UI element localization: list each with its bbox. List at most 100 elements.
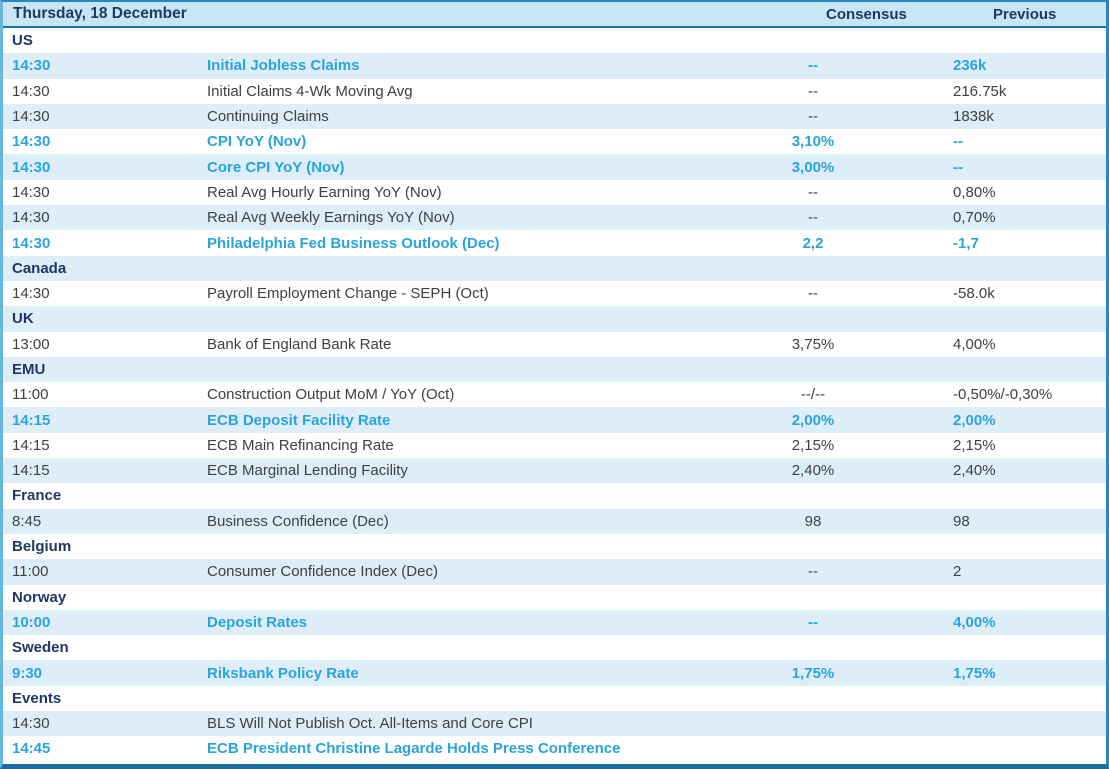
event-row: 11:00 Consumer Confidence Index (Dec) -- 2 <box>3 559 1106 585</box>
event-name: ECB Main Refinancing Rate <box>207 436 394 454</box>
event-row: 14:30 Philadelphia Fed Business Outlook (… <box>3 230 1106 256</box>
event-previous: -58.0k <box>953 285 995 303</box>
event-previous: 2,15% <box>953 436 996 454</box>
section-label: Events <box>12 689 62 707</box>
event-previous: 2 <box>953 563 962 581</box>
section-row-norway: Norway <box>3 584 1106 610</box>
event-consensus: 2,00% <box>791 411 835 429</box>
event-previous: 2,40% <box>953 462 996 480</box>
event-row: 11:00 Construction Output MoM / YoY (Oct)… <box>3 382 1106 408</box>
event-time: 14:30 <box>12 108 50 126</box>
section-label: Sweden <box>12 639 69 657</box>
section-label: France <box>12 487 62 505</box>
event-consensus: 98 <box>804 512 822 530</box>
event-time: 14:30 <box>12 57 51 75</box>
event-consensus: -- <box>808 108 818 126</box>
section-row-sweden: Sweden <box>3 635 1106 661</box>
event-previous: 0,80% <box>953 183 996 201</box>
event-name: Real Avg Weekly Earnings YoY (Nov) <box>207 209 455 227</box>
event-name: Initial Jobless Claims <box>207 57 360 75</box>
event-time: 14:30 <box>12 133 51 151</box>
event-consensus: 3,00% <box>791 158 835 176</box>
event-name: CPI YoY (Nov) <box>207 133 307 151</box>
event-row: 14:45 ECB President Christine Lagarde Hol… <box>3 736 1106 762</box>
event-row: 14:30 Real Avg Hourly Earning YoY (Nov) --… <box>3 179 1106 206</box>
event-consensus: -- <box>808 613 818 631</box>
event-time: 14:30 <box>12 183 50 201</box>
event-name: Real Avg Hourly Earning YoY (Nov) <box>207 183 442 201</box>
event-time: 14:30 <box>12 715 50 733</box>
event-consensus: 2,15% <box>791 436 835 454</box>
event-consensus: -- <box>808 563 818 581</box>
event-previous: -- <box>953 158 963 176</box>
event-time: 14:30 <box>12 158 51 176</box>
event-consensus: 2,40% <box>791 462 835 480</box>
event-name: Bank of England Bank Rate <box>207 335 392 353</box>
event-previous: -0,50%/-0,30% <box>953 386 1053 404</box>
event-name: Initial Claims 4-Wk Moving Avg <box>207 82 413 100</box>
event-consensus: -- <box>808 183 818 201</box>
date-title: Thursday, 18 December <box>13 5 187 22</box>
event-name: ECB Marginal Lending Facility <box>207 462 408 480</box>
consensus-column-header: Consensus <box>826 5 907 23</box>
event-row: 14:30 BLS Will Not Publish Oct. All-Items… <box>3 711 1106 737</box>
section-label: US <box>12 32 33 50</box>
event-name: Continuing Claims <box>207 108 329 126</box>
section-label: EMU <box>12 361 46 378</box>
event-time: 14:15 <box>12 411 51 429</box>
event-row: 10:00 Deposit Rates -- 4,00% <box>3 609 1106 636</box>
event-time: 8:45 <box>12 512 42 530</box>
section-row-canada: Canada <box>3 255 1106 281</box>
section-label: Canada <box>12 259 67 277</box>
section-row-belgium: Belgium <box>3 533 1106 560</box>
event-row: 9:30 Riksbank Policy Rate 1,75% 1,75% <box>3 660 1106 686</box>
event-name: Core CPI YoY (Nov) <box>207 158 345 176</box>
event-consensus: --/-- <box>800 386 826 404</box>
event-name: Riksbank Policy Rate <box>207 664 359 682</box>
event-time: 13:00 <box>12 335 50 353</box>
event-name: ECB Deposit Facility Rate <box>207 411 391 429</box>
event-time: 14:30 <box>12 209 50 227</box>
event-row: 14:30 Initial Claims 4-Wk Moving Avg -- 216… <box>3 78 1106 104</box>
event-previous: 0,70% <box>953 209 996 227</box>
event-row: 8:45 Business Confidence (Dec) 98 98 <box>3 508 1106 534</box>
event-previous: -1,7 <box>953 234 979 252</box>
section-row-us: US <box>3 28 1106 54</box>
section-label: Belgium <box>12 538 72 556</box>
event-previous: 1838k <box>953 108 994 126</box>
event-row: 14:30 Payroll Employment Change - SEPH (O… <box>3 280 1106 307</box>
event-row: 14:30 Continuing Claims -- 1838k <box>3 103 1106 130</box>
event-time: 14:30 <box>12 234 51 252</box>
event-consensus: -- <box>808 57 818 75</box>
event-name: Consumer Confidence Index (Dec) <box>207 563 438 581</box>
event-name: Payroll Employment Change - SEPH (Oct) <box>207 285 489 303</box>
section-label: Norway <box>12 588 67 606</box>
event-consensus: 2,2 <box>802 234 824 252</box>
event-time: 11:00 <box>12 386 49 404</box>
event-row: 14:30 Initial Jobless Claims -- 236k <box>3 53 1106 79</box>
event-time: 14:45 <box>12 740 51 758</box>
event-consensus: -- <box>808 285 818 303</box>
event-time: 14:30 <box>12 82 50 100</box>
event-consensus: -- <box>808 82 818 100</box>
event-name: ECB President Christine Lagarde Holds Pr… <box>207 740 621 758</box>
event-time: 9:30 <box>12 664 43 682</box>
event-previous: -- <box>953 133 963 151</box>
event-consensus: 3,10% <box>791 133 835 151</box>
event-row: 14:30 Core CPI YoY (Nov) 3,00% -- <box>3 154 1106 180</box>
event-consensus: 1,75% <box>791 664 835 682</box>
event-name: BLS Will Not Publish Oct. All-Items and … <box>207 715 533 733</box>
event-time: 14:15 <box>12 462 50 480</box>
event-time: 14:15 <box>12 436 50 454</box>
event-previous: 4,00% <box>953 613 996 631</box>
event-name: Philadelphia Fed Business Outlook (Dec) <box>207 234 500 252</box>
event-consensus: 3,75% <box>791 335 835 353</box>
previous-column-header: Previous <box>993 5 1057 23</box>
event-name: Construction Output MoM / YoY (Oct) <box>207 386 455 404</box>
section-row-france: France <box>3 483 1106 509</box>
table-header-row: Thursday, 18 December Consensus Previous <box>3 2 1106 28</box>
event-row: 14:15 ECB Deposit Facility Rate 2,00% 2,00% <box>3 407 1106 433</box>
event-previous: 236k <box>953 57 987 75</box>
event-consensus: -- <box>808 209 818 227</box>
